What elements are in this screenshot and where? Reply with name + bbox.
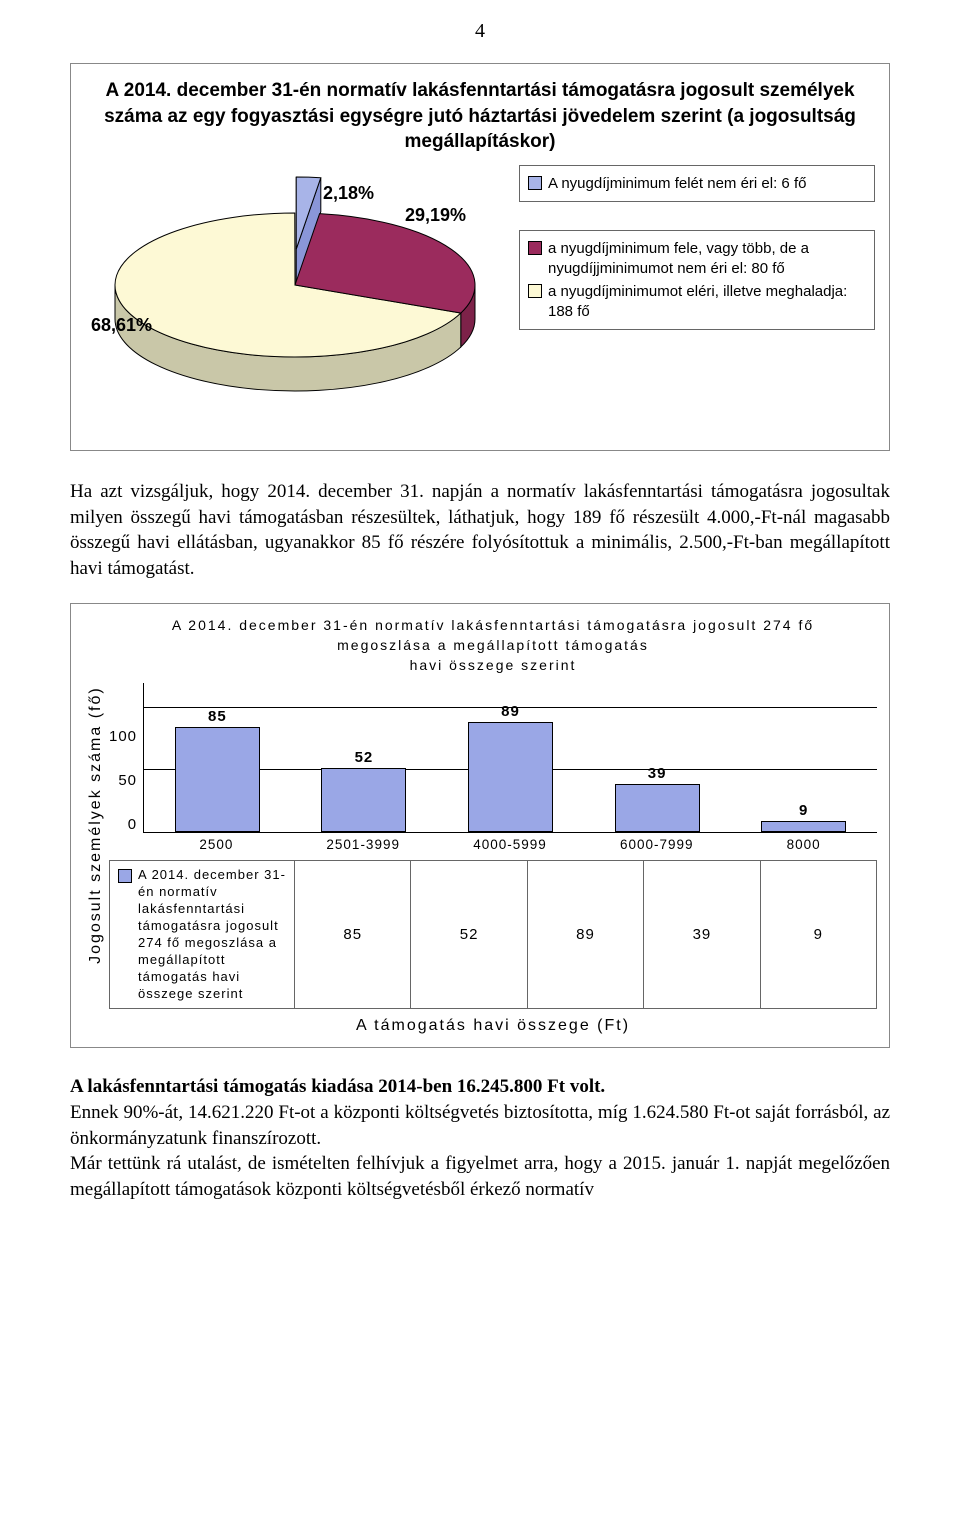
legend-swatch [528, 241, 542, 255]
bar-table-cell: 39 [644, 861, 760, 1008]
bar-value-label: 85 [208, 708, 227, 725]
bar-value-label: 89 [501, 703, 520, 720]
bar-table-cell: 9 [761, 861, 876, 1008]
legend-text: a nyugdíjminimum fele, vagy több, de a n… [548, 239, 866, 278]
paragraph-2: A lakásfenntartási támogatás kiadása 201… [70, 1074, 890, 1202]
bar [468, 722, 553, 833]
bar-x-ticks: 2500 2501-3999 4000-5999 6000-7999 8000 [109, 833, 877, 852]
pie-label-1: 29,19% [405, 205, 466, 226]
bar-cell: 89 [437, 683, 584, 832]
pie-legend-column: A nyugdíjminimum felét nem éri el: 6 fő … [519, 165, 875, 331]
bar-table-value-cells: 855289399 [295, 861, 876, 1008]
bar-title-line-1: A 2014. december 31-én normatív lakásfen… [109, 616, 877, 636]
legend-text: a nyugdíjminimumot eléri, illetve meghal… [548, 282, 866, 321]
bar-title-line-2: megoszlása a megállapított támogatás [109, 636, 877, 656]
y-tick: 50 [109, 772, 137, 789]
bar-value-label: 39 [648, 765, 667, 782]
bar-plot-area: 85 52 89 39 9 [143, 683, 877, 833]
bar-chart-box: Jogosult személyek száma (fő) A 2014. de… [70, 603, 890, 1048]
pie-legend-box-1: a nyugdíjminimum fele, vagy több, de a n… [519, 230, 875, 330]
bar-title-line-3: havi összege szerint [109, 656, 877, 676]
para2-line3: Már tettünk rá utalást, de ismételten fe… [70, 1153, 890, 1200]
legend-swatch [118, 869, 132, 883]
bar-value-label: 9 [799, 802, 808, 819]
paragraph-1: Ha azt vizsgáljuk, hogy 2014. december 3… [70, 479, 890, 582]
x-tick: 2500 [143, 833, 290, 852]
bar-y-axis-title: Jogosult személyek száma (fő) [83, 616, 109, 1035]
bar-y-ticks: . 100 50 0 [109, 683, 143, 833]
pie-chart-title: A 2014. december 31-én normatív lakásfen… [85, 78, 875, 155]
bar [761, 821, 846, 832]
legend-swatch [528, 176, 542, 190]
bar-cell: 39 [584, 683, 731, 832]
bar-value-label: 52 [355, 749, 374, 766]
bar-table-cell: 89 [528, 861, 644, 1008]
bar-table-legend-cell: A 2014. december 31-én normatív lakásfen… [110, 861, 295, 1008]
pie-chart-body: 2,18% 29,19% 68,61% A nyugdíjminimum fel… [85, 165, 875, 430]
bar [175, 727, 260, 833]
bar-chart-title: A 2014. december 31-én normatív lakásfen… [109, 616, 877, 675]
legend-text: A nyugdíjminimum felét nem éri el: 6 fő [548, 174, 806, 194]
pie-legend-box-0: A nyugdíjminimum felét nem éri el: 6 fő [519, 165, 875, 203]
bar-table-cell: 52 [411, 861, 527, 1008]
legend-item: A nyugdíjminimum felét nem éri el: 6 fő [528, 174, 866, 194]
x-tick: 6000-7999 [583, 833, 730, 852]
bar-table-legend-text: A 2014. december 31-én normatív lakásfen… [138, 867, 286, 1002]
x-tick: 2501-3999 [290, 833, 437, 852]
page-number: 4 [70, 20, 890, 43]
pie-label-0: 2,18% [323, 183, 374, 204]
bar [615, 784, 700, 832]
bar-x-axis-title: A támogatás havi összege (Ft) [109, 1017, 877, 1035]
bar-table-cell: 85 [295, 861, 411, 1008]
bar-cell: 52 [291, 683, 438, 832]
pie-label-2: 68,61% [91, 315, 152, 336]
para2-bold: A lakásfenntartási támogatás kiadása 201… [70, 1076, 605, 1097]
legend-item: a nyugdíjminimum fele, vagy több, de a n… [528, 239, 866, 278]
legend-swatch [528, 284, 542, 298]
pie-holder: 2,18% 29,19% 68,61% [85, 165, 505, 430]
pie-svg [85, 165, 505, 425]
legend-item: a nyugdíjminimumot eléri, illetve meghal… [528, 282, 866, 321]
x-tick: 8000 [730, 833, 877, 852]
x-tick: 4000-5999 [437, 833, 584, 852]
bar-data-table: A 2014. december 31-én normatív lakásfen… [109, 860, 877, 1009]
pie-chart-box: A 2014. december 31-én normatív lakásfen… [70, 63, 890, 451]
para2-line2: Ennek 90%-át, 14.621.220 Ft-ot a központ… [70, 1102, 890, 1149]
y-tick: 0 [109, 816, 137, 833]
bar-cell: 85 [144, 683, 291, 832]
y-tick: 100 [109, 728, 137, 745]
bar-cell: 9 [730, 683, 877, 832]
page: 4 A 2014. december 31-én normatív lakásf… [0, 0, 960, 1265]
bar [321, 768, 406, 833]
bars-container: 85 52 89 39 9 [144, 683, 877, 832]
